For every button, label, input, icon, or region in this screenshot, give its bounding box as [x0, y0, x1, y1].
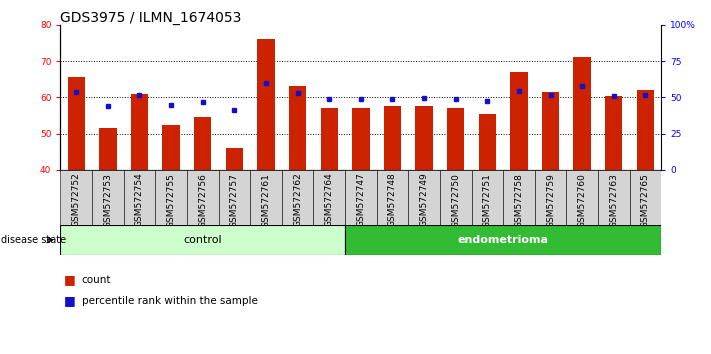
- Text: GSM572750: GSM572750: [451, 173, 460, 228]
- Bar: [131, 94, 148, 170]
- Bar: [155, 170, 187, 225]
- Bar: [471, 170, 503, 225]
- Text: disease state: disease state: [1, 235, 67, 245]
- Bar: [345, 170, 377, 225]
- Bar: [250, 170, 282, 225]
- Bar: [567, 170, 598, 225]
- Bar: [282, 170, 314, 225]
- Bar: [321, 108, 338, 170]
- Text: count: count: [82, 275, 111, 285]
- Bar: [314, 170, 345, 225]
- Bar: [92, 170, 124, 225]
- Text: GSM572753: GSM572753: [103, 173, 112, 228]
- Text: endometrioma: endometrioma: [458, 235, 549, 245]
- Bar: [503, 170, 535, 225]
- Bar: [447, 108, 464, 170]
- Text: GSM572749: GSM572749: [419, 173, 429, 227]
- Text: GSM572755: GSM572755: [166, 173, 176, 228]
- Bar: [162, 125, 180, 170]
- Text: GSM572760: GSM572760: [577, 173, 587, 228]
- Bar: [257, 39, 274, 170]
- Bar: [187, 170, 218, 225]
- Text: GSM572751: GSM572751: [483, 173, 492, 228]
- Text: GSM572762: GSM572762: [293, 173, 302, 227]
- Bar: [377, 170, 408, 225]
- Bar: [289, 86, 306, 170]
- Bar: [605, 96, 623, 170]
- Text: ■: ■: [64, 273, 76, 286]
- Text: GSM572752: GSM572752: [72, 173, 81, 227]
- Text: GSM572754: GSM572754: [135, 173, 144, 227]
- Bar: [124, 170, 155, 225]
- Text: GSM572763: GSM572763: [609, 173, 619, 228]
- Bar: [598, 170, 630, 225]
- Bar: [352, 108, 370, 170]
- Bar: [510, 72, 528, 170]
- Bar: [225, 148, 243, 170]
- Text: GSM572759: GSM572759: [546, 173, 555, 228]
- Bar: [479, 114, 496, 170]
- Bar: [535, 170, 567, 225]
- Bar: [630, 170, 661, 225]
- Bar: [345, 225, 661, 255]
- Text: GSM572761: GSM572761: [262, 173, 270, 228]
- Bar: [440, 170, 471, 225]
- Bar: [384, 107, 401, 170]
- Bar: [542, 92, 560, 170]
- Text: GDS3975 / ILMN_1674053: GDS3975 / ILMN_1674053: [60, 11, 242, 25]
- Bar: [218, 170, 250, 225]
- Text: GSM572748: GSM572748: [388, 173, 397, 227]
- Text: GSM572764: GSM572764: [325, 173, 333, 227]
- Text: GSM572747: GSM572747: [356, 173, 365, 227]
- Bar: [194, 117, 211, 170]
- Bar: [99, 128, 117, 170]
- Bar: [60, 170, 92, 225]
- Bar: [60, 225, 345, 255]
- Text: GSM572765: GSM572765: [641, 173, 650, 228]
- Bar: [415, 107, 433, 170]
- Text: percentile rank within the sample: percentile rank within the sample: [82, 296, 257, 306]
- Bar: [637, 90, 654, 170]
- Text: ■: ■: [64, 295, 76, 307]
- Text: GSM572758: GSM572758: [515, 173, 523, 228]
- Bar: [68, 78, 85, 170]
- Bar: [574, 57, 591, 170]
- Text: GSM572757: GSM572757: [230, 173, 239, 228]
- Text: control: control: [183, 235, 222, 245]
- Bar: [408, 170, 440, 225]
- Text: GSM572756: GSM572756: [198, 173, 207, 228]
